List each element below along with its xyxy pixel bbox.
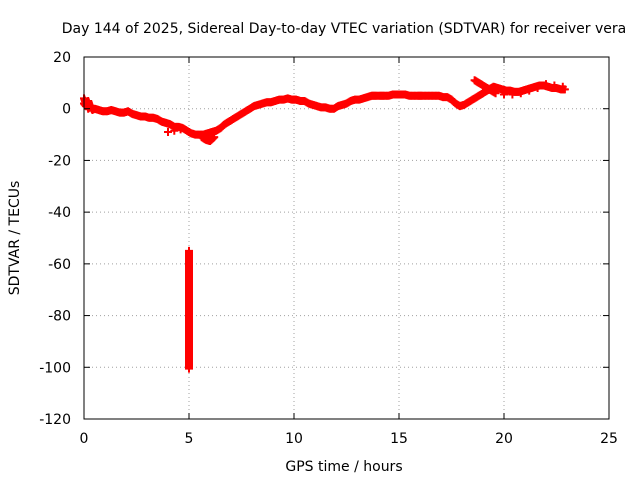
y-tick-label: 0: [62, 102, 71, 118]
data-point: [170, 126, 179, 135]
y-axis-label: SDTVAR / TECUs: [7, 181, 23, 296]
x-tick-label: 15: [390, 431, 408, 447]
x-tick-label: 0: [80, 431, 89, 447]
data-point: [210, 133, 219, 142]
data-point: [525, 86, 534, 95]
data-point: [516, 89, 525, 98]
y-tick-label: -100: [39, 360, 71, 376]
x-tick-label: 25: [600, 431, 618, 447]
y-tick-label: -60: [48, 257, 71, 273]
data-point: [542, 80, 550, 89]
data-point: [558, 82, 567, 91]
axis-ticks: 0 5 10 15 20 25 -120 -100 -80 -60 -40 -20 0 20: [39, 50, 618, 447]
data-point: [508, 90, 517, 99]
grid: [84, 57, 609, 419]
chart-title: Day 144 of 2025, Sidereal Day-to-day VTE…: [62, 21, 626, 37]
data-point: [176, 125, 185, 134]
data-point: [550, 81, 559, 90]
data-point: [533, 84, 542, 93]
data-point: [185, 364, 193, 373]
y-tick-label: -120: [39, 412, 71, 428]
y-tick-label: -20: [48, 153, 71, 169]
x-axis-label: GPS time / hours: [285, 459, 402, 475]
data-point: [491, 89, 500, 98]
data-point: [86, 103, 95, 112]
y-tick-label: 20: [53, 50, 71, 66]
plot-frame: [83, 56, 610, 420]
data-point: [500, 90, 508, 99]
y-tick-label: -40: [48, 205, 71, 221]
data-points: [80, 76, 569, 373]
x-tick-label: 5: [185, 431, 194, 447]
x-tick-label: 10: [285, 431, 303, 447]
data-point: [164, 127, 172, 136]
x-tick-label: 20: [495, 431, 513, 447]
y-tick-label: -80: [48, 309, 71, 325]
